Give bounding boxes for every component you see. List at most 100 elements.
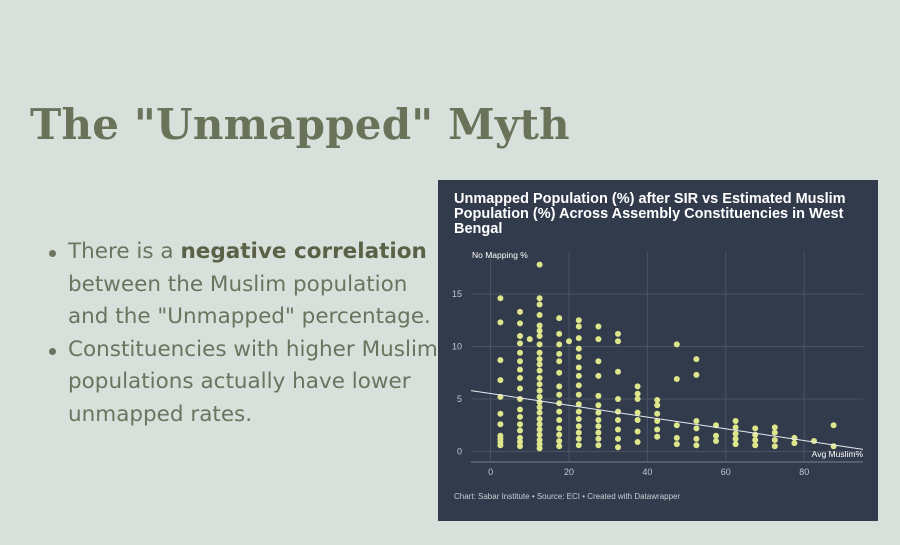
data-point bbox=[595, 409, 602, 416]
data-point bbox=[595, 402, 602, 409]
data-point bbox=[752, 425, 759, 432]
data-point bbox=[732, 424, 739, 431]
data-point bbox=[536, 333, 543, 339]
data-point bbox=[791, 440, 798, 447]
data-point bbox=[536, 356, 543, 363]
data-point bbox=[771, 429, 778, 436]
data-point bbox=[536, 426, 543, 433]
chart-panel: Unmapped Population (%) after SIR vs Est… bbox=[438, 180, 878, 521]
data-point bbox=[497, 319, 504, 326]
data-point bbox=[654, 402, 661, 409]
data-point bbox=[575, 435, 582, 442]
data-point bbox=[517, 421, 523, 428]
data-point bbox=[811, 438, 817, 444]
data-point bbox=[536, 421, 543, 428]
data-point bbox=[634, 390, 641, 397]
data-point bbox=[575, 364, 582, 371]
y-axis-label: No Mapping % bbox=[472, 250, 528, 260]
data-point bbox=[556, 358, 563, 365]
data-point bbox=[517, 443, 523, 450]
data-point bbox=[517, 375, 523, 381]
data-point bbox=[497, 377, 504, 384]
data-point bbox=[575, 354, 582, 360]
data-point bbox=[517, 434, 523, 441]
data-point bbox=[517, 406, 523, 413]
bullet-list: There is a negative correlation between … bbox=[46, 236, 448, 431]
data-point bbox=[673, 434, 680, 441]
data-point bbox=[654, 426, 661, 433]
data-point bbox=[752, 442, 759, 449]
data-point bbox=[536, 295, 543, 302]
data-point bbox=[595, 442, 602, 449]
data-point bbox=[654, 433, 661, 440]
data-point bbox=[556, 431, 563, 438]
data-point bbox=[595, 429, 602, 436]
data-point bbox=[556, 425, 563, 432]
data-point bbox=[556, 369, 563, 376]
data-point bbox=[536, 375, 543, 381]
y-tick-label: 15 bbox=[452, 289, 462, 299]
data-point bbox=[595, 423, 602, 430]
data-point bbox=[615, 444, 621, 451]
data-point bbox=[575, 335, 582, 342]
bullet-text: There is a bbox=[68, 239, 181, 264]
data-point bbox=[771, 424, 778, 431]
data-point bbox=[536, 431, 543, 438]
slide-title: The "Unmapped" Myth bbox=[30, 100, 570, 149]
data-point bbox=[536, 312, 543, 318]
y-tick-label: 5 bbox=[457, 394, 462, 404]
data-point bbox=[634, 417, 641, 423]
data-point bbox=[595, 336, 602, 343]
data-point bbox=[673, 376, 680, 383]
data-point bbox=[634, 383, 641, 390]
data-point bbox=[536, 361, 543, 368]
data-point bbox=[595, 372, 602, 379]
data-point bbox=[575, 423, 582, 430]
data-point bbox=[536, 301, 543, 308]
data-point bbox=[517, 358, 523, 365]
bullet-text: between the Muslim population and the "U… bbox=[68, 271, 431, 330]
data-point bbox=[536, 349, 543, 356]
data-point bbox=[575, 391, 582, 398]
bullet-text: Constituencies with higher Muslim popula… bbox=[68, 336, 438, 427]
data-point bbox=[556, 400, 563, 407]
data-point bbox=[556, 341, 563, 348]
data-point bbox=[536, 409, 543, 416]
data-point bbox=[517, 320, 523, 327]
data-point bbox=[634, 396, 641, 402]
data-point bbox=[791, 434, 798, 441]
data-point bbox=[526, 336, 533, 343]
data-point bbox=[536, 327, 543, 334]
data-point bbox=[693, 418, 700, 425]
data-point bbox=[536, 387, 543, 394]
data-point bbox=[673, 422, 680, 429]
x-tick-label: 0 bbox=[488, 467, 493, 477]
data-point bbox=[595, 435, 602, 442]
x-axis-label: Avg Muslim% bbox=[812, 449, 864, 459]
data-point bbox=[497, 432, 504, 439]
data-point bbox=[575, 415, 582, 422]
data-point bbox=[556, 438, 563, 444]
y-tick-label: 10 bbox=[452, 342, 462, 352]
x-tick-label: 40 bbox=[642, 467, 652, 477]
data-point bbox=[536, 404, 543, 411]
data-point bbox=[517, 333, 523, 339]
data-point bbox=[595, 358, 602, 365]
data-point bbox=[556, 443, 563, 450]
data-point bbox=[517, 385, 523, 392]
data-point bbox=[566, 338, 572, 345]
data-point bbox=[497, 295, 504, 302]
bullet-emphasis: negative correlation bbox=[180, 239, 427, 264]
data-point bbox=[517, 366, 523, 373]
data-point bbox=[497, 357, 504, 364]
data-point bbox=[673, 341, 680, 348]
data-point bbox=[654, 397, 661, 404]
data-point bbox=[732, 418, 739, 425]
data-point bbox=[536, 441, 543, 448]
data-point bbox=[575, 442, 582, 449]
data-point bbox=[536, 341, 543, 348]
data-point bbox=[615, 426, 621, 433]
data-point bbox=[575, 345, 582, 352]
data-point bbox=[752, 436, 759, 443]
data-point bbox=[517, 308, 523, 315]
